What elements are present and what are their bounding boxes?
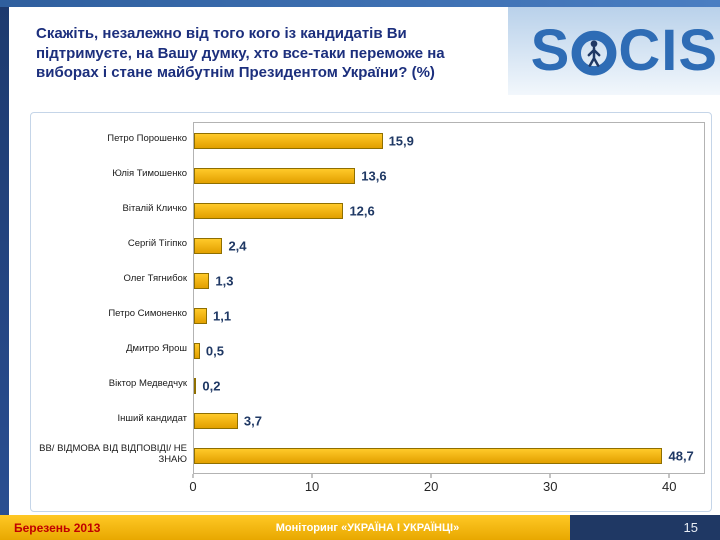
bar-track: 0,5	[194, 333, 704, 368]
bar	[194, 377, 197, 394]
category-label: Віталій Кличко	[122, 203, 187, 215]
tick-mark	[549, 474, 551, 478]
x-axis: 0 10 20 30 40	[189, 474, 705, 498]
tick-mark	[668, 474, 670, 478]
value-label: 0,2	[202, 378, 221, 393]
bar-track: 48,7	[194, 438, 704, 473]
logo-letters-cis: CIS	[618, 18, 718, 83]
category-label: Олег Тягнибок	[123, 273, 187, 285]
tick-label: 10	[304, 479, 320, 494]
category-labels: Петро Порошенко Юлія Тимошенко Віталій Кли…	[35, 122, 193, 474]
value-label: 12,6	[349, 203, 375, 218]
socis-logo: S CIS	[531, 22, 720, 80]
bar-track: 2,4	[194, 228, 704, 263]
x-axis-spacer	[35, 474, 193, 498]
tick-label: 40	[662, 479, 677, 494]
category-label: ВВ/ ВІДМОВА ВІД ВІДПОВІДІ/ НЕ ЗНАЮ	[39, 442, 187, 465]
bar-track: 13,6	[194, 158, 704, 193]
tick-label: 30	[542, 479, 558, 494]
bar-track: 0,2	[194, 368, 704, 403]
logo-panel: S CIS	[508, 7, 720, 95]
page-number-box: 15	[570, 515, 720, 540]
footer-monitor-title: Моніторинг «УКРАЇНА І УКРАЇНЦІ»	[275, 521, 460, 534]
bar	[194, 237, 223, 254]
slide-title: Скажіть, незалежно від того кого із канд…	[36, 25, 445, 81]
value-label: 2,4	[228, 238, 247, 253]
category-label: Інший кандидат	[117, 413, 187, 425]
bar	[194, 272, 210, 289]
top-accent-strip	[0, 0, 720, 7]
bar-track: 12,6	[194, 193, 704, 228]
tick-label: 20	[423, 479, 439, 494]
category-label: Петро Симоненко	[108, 308, 187, 320]
value-label: 1,3	[215, 273, 234, 288]
value-label: 48,7	[668, 448, 694, 463]
bar	[194, 132, 383, 149]
value-label: 13,6	[361, 168, 387, 183]
tick-label: 0	[189, 479, 197, 494]
x-axis-row: 0 10 20 30 40	[35, 474, 705, 498]
left-edge-stripe	[0, 0, 9, 540]
logo-o-person-icon	[571, 30, 617, 76]
value-label: 0,5	[205, 343, 224, 358]
category-label: Юлія Тимошенко	[112, 168, 187, 180]
bar-track: 3,7	[194, 403, 704, 438]
footer-date: Березень 2013	[14, 520, 101, 535]
value-label: 3,7	[243, 413, 262, 428]
tick-mark	[192, 474, 194, 478]
bar	[194, 447, 663, 464]
value-label: 15,9	[388, 133, 414, 148]
footer-bar: Березень 2013 Моніторинг «УКРАЇНА І УКРА…	[0, 515, 720, 540]
category-label: Сергій Тігіпко	[127, 238, 187, 250]
chart-grid: Петро Порошенко Юлія Тимошенко Віталій Кли…	[35, 122, 705, 474]
logo-letter-s: S	[530, 18, 571, 83]
category-label: Дмитро Ярош	[126, 343, 187, 355]
bar	[194, 307, 208, 324]
bar-track: 15,9	[194, 123, 704, 158]
bar-track: 1,1	[194, 298, 704, 333]
bar	[194, 202, 344, 219]
category-label: Петро Порошенко	[107, 133, 187, 145]
page-number: 15	[683, 520, 698, 535]
bar-track: 1,3	[194, 263, 704, 298]
bar	[194, 342, 200, 359]
plot-area: 15,9 13,6 12,6 2,4 1,3 1,1 0,5 0,2 3,7 48,7	[193, 122, 705, 474]
bar	[194, 412, 238, 429]
tick-mark	[430, 474, 432, 478]
bar	[194, 167, 356, 184]
category-label: Віктор Медведчук	[108, 378, 187, 390]
value-label: 1,1	[213, 308, 232, 323]
chart-card: Петро Порошенко Юлія Тимошенко Віталій Кли…	[30, 112, 712, 512]
tick-mark	[311, 474, 313, 478]
